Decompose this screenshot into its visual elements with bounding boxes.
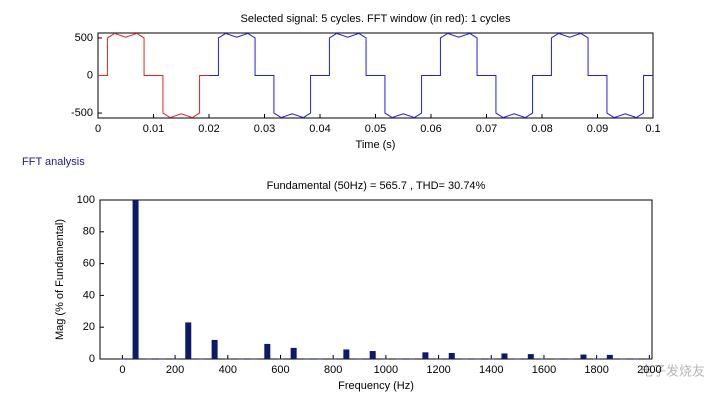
- x-tick-label: 0.05: [365, 123, 386, 135]
- bar: [343, 349, 350, 359]
- bar: [237, 358, 244, 360]
- bar: [264, 343, 271, 359]
- x-tick-label: 2000: [637, 364, 661, 376]
- bar: [172, 358, 179, 360]
- x-tick-label: 0.07: [476, 123, 497, 135]
- section-label: FFT analysis: [22, 156, 85, 168]
- x-tick-label: 1200: [426, 364, 450, 376]
- x-tick-label: 0.01: [143, 123, 164, 135]
- bar: [290, 347, 297, 359]
- x-tick-label: 0: [95, 123, 101, 135]
- bar: [646, 358, 653, 360]
- y-tick-label: 0: [89, 353, 95, 365]
- x-tick-label: 0: [119, 364, 125, 376]
- bar: [488, 358, 495, 360]
- bar: [409, 358, 416, 360]
- bar: [251, 358, 258, 360]
- bar: [633, 358, 640, 360]
- signal-line: [209, 32, 653, 119]
- bar: [580, 354, 587, 359]
- y-axis-label: Mag (% of Fundamental): [54, 219, 66, 340]
- x-tick-label: 0.04: [309, 123, 330, 135]
- bar: [540, 358, 547, 360]
- x-axis-label: Frequency (Hz): [338, 380, 414, 392]
- bar: [277, 358, 284, 360]
- bar: [606, 354, 613, 359]
- y-tick-label: -500: [71, 107, 93, 119]
- y-tick-label: 20: [83, 321, 95, 333]
- bar: [567, 358, 574, 360]
- signal-line: [98, 32, 209, 119]
- bar: [317, 358, 324, 360]
- bar: [132, 200, 139, 359]
- y-tick-label: 0: [87, 69, 93, 81]
- bar: [501, 353, 508, 359]
- bar: [475, 358, 482, 360]
- x-tick-label: 600: [271, 364, 289, 376]
- x-tick-label: 0.09: [587, 123, 608, 135]
- bar: [211, 339, 218, 359]
- x-tick-label: 0.08: [531, 123, 552, 135]
- x-tick-label: 0.1: [645, 123, 660, 135]
- x-tick-label: 1800: [584, 364, 608, 376]
- chart-title: Selected signal: 5 cycles. FFT window (i…: [240, 13, 511, 25]
- bar: [435, 358, 442, 360]
- x-axis-label: Time (s): [356, 139, 396, 151]
- bar: [527, 354, 534, 359]
- x-tick-label: 200: [166, 364, 184, 376]
- bar: [356, 358, 363, 360]
- y-tick-label: 40: [83, 289, 95, 301]
- bar: [119, 358, 126, 360]
- x-tick-label: 800: [324, 364, 342, 376]
- bar: [158, 358, 165, 360]
- bar: [145, 358, 152, 360]
- x-tick-label: 0.03: [254, 123, 275, 135]
- plot-frame: [99, 199, 653, 360]
- x-tick-label: 0.06: [420, 123, 441, 135]
- bar: [554, 358, 561, 360]
- x-tick-label: 0.02: [198, 123, 219, 135]
- bar: [620, 358, 627, 360]
- bar: [224, 358, 231, 360]
- x-tick-label: 1600: [532, 364, 556, 376]
- bar: [330, 358, 337, 360]
- x-tick-label: 400: [219, 364, 237, 376]
- y-tick-label: 80: [83, 226, 95, 238]
- bar: [448, 352, 455, 359]
- bar: [461, 358, 468, 360]
- bar: [382, 358, 389, 360]
- y-tick-label: 100: [77, 194, 95, 206]
- bar: [422, 352, 429, 359]
- x-tick-label: 1400: [479, 364, 503, 376]
- bar: [198, 358, 205, 360]
- x-tick-label: 1000: [374, 364, 398, 376]
- bar: [514, 358, 521, 360]
- y-tick-label: 500: [75, 32, 93, 44]
- bar: [593, 358, 600, 360]
- bar: [303, 358, 310, 360]
- watermark: 电子发烧友: [640, 363, 705, 378]
- y-tick-label: 60: [83, 258, 95, 270]
- chart-title: Fundamental (50Hz) = 565.7 , THD= 30.74%: [267, 180, 486, 192]
- bar: [369, 351, 376, 359]
- bar: [396, 358, 403, 360]
- bar: [185, 322, 192, 359]
